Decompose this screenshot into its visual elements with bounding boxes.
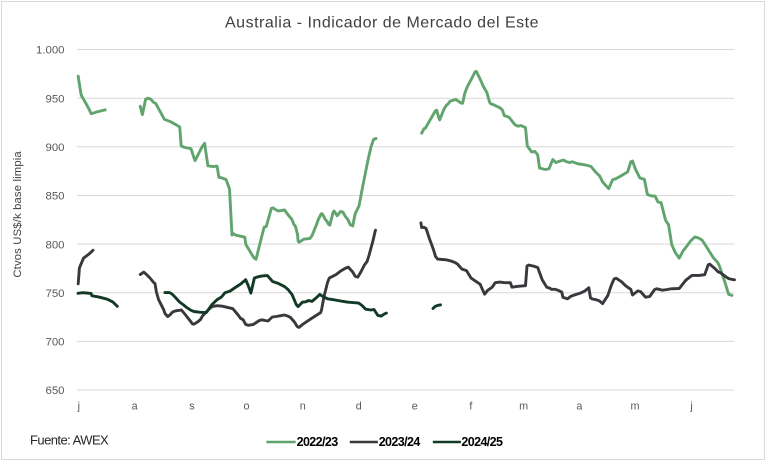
svg-text:2022/23: 2022/23: [297, 435, 339, 449]
svg-text:s: s: [189, 401, 195, 413]
svg-text:750: 750: [45, 288, 64, 300]
svg-text:700: 700: [45, 337, 64, 349]
svg-text:Fuente: AWEX: Fuente: AWEX: [30, 432, 109, 447]
svg-text:Ctvos US$/k base limpia: Ctvos US$/k base limpia: [12, 151, 24, 278]
svg-text:m: m: [631, 401, 640, 413]
svg-text:1.000: 1.000: [36, 45, 65, 57]
svg-text:d: d: [356, 401, 362, 413]
svg-text:n: n: [300, 401, 306, 413]
svg-text:2024/25: 2024/25: [461, 435, 503, 449]
svg-text:a: a: [132, 401, 138, 413]
svg-text:800: 800: [45, 239, 64, 251]
svg-text:j: j: [689, 401, 692, 413]
svg-text:j: j: [77, 401, 80, 413]
svg-text:900: 900: [45, 142, 64, 154]
svg-text:2023/24: 2023/24: [379, 435, 421, 449]
svg-text:o: o: [243, 401, 249, 413]
svg-text:650: 650: [45, 385, 64, 397]
svg-text:e: e: [412, 401, 418, 413]
svg-text:m: m: [519, 401, 528, 413]
svg-text:a: a: [576, 401, 582, 413]
svg-text:850: 850: [45, 191, 64, 203]
svg-text:950: 950: [45, 93, 64, 105]
svg-text:f: f: [469, 401, 473, 413]
svg-text:Australia - Indicador de Merca: Australia - Indicador de Mercado del Est…: [225, 15, 539, 32]
